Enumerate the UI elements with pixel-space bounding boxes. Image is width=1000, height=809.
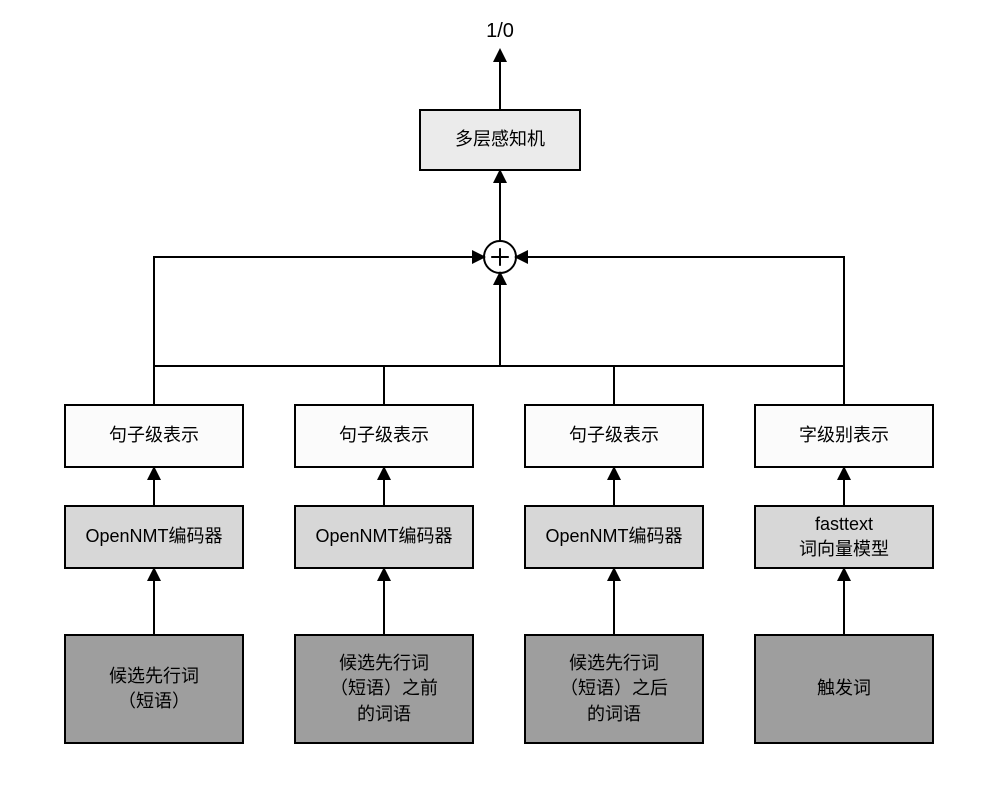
input-node-2: 候选先行词（短语）之前的词语: [294, 634, 474, 744]
repr-node-1: 句子级表示: [64, 404, 244, 468]
mlp-node: 多层感知机: [419, 109, 581, 171]
input-node-4: 触发词: [754, 634, 934, 744]
encoder-node-2: OpenNMT编码器: [294, 505, 474, 569]
encoder-node-1: OpenNMT编码器: [64, 505, 244, 569]
input-node-1: 候选先行词（短语）: [64, 634, 244, 744]
repr-node-3: 句子级表示: [524, 404, 704, 468]
output-label: 1/0: [460, 20, 540, 50]
encoder-node-4: fasttext词向量模型: [754, 505, 934, 569]
repr-node-4: 字级别表示: [754, 404, 934, 468]
repr-node-2: 句子级表示: [294, 404, 474, 468]
input-node-3: 候选先行词（短语）之后的词语: [524, 634, 704, 744]
encoder-node-3: OpenNMT编码器: [524, 505, 704, 569]
diagram-canvas: 1/0 多层感知机 句子级表示 句子级表示 句子级表示 字级别表示 OpenNM…: [0, 0, 1000, 809]
